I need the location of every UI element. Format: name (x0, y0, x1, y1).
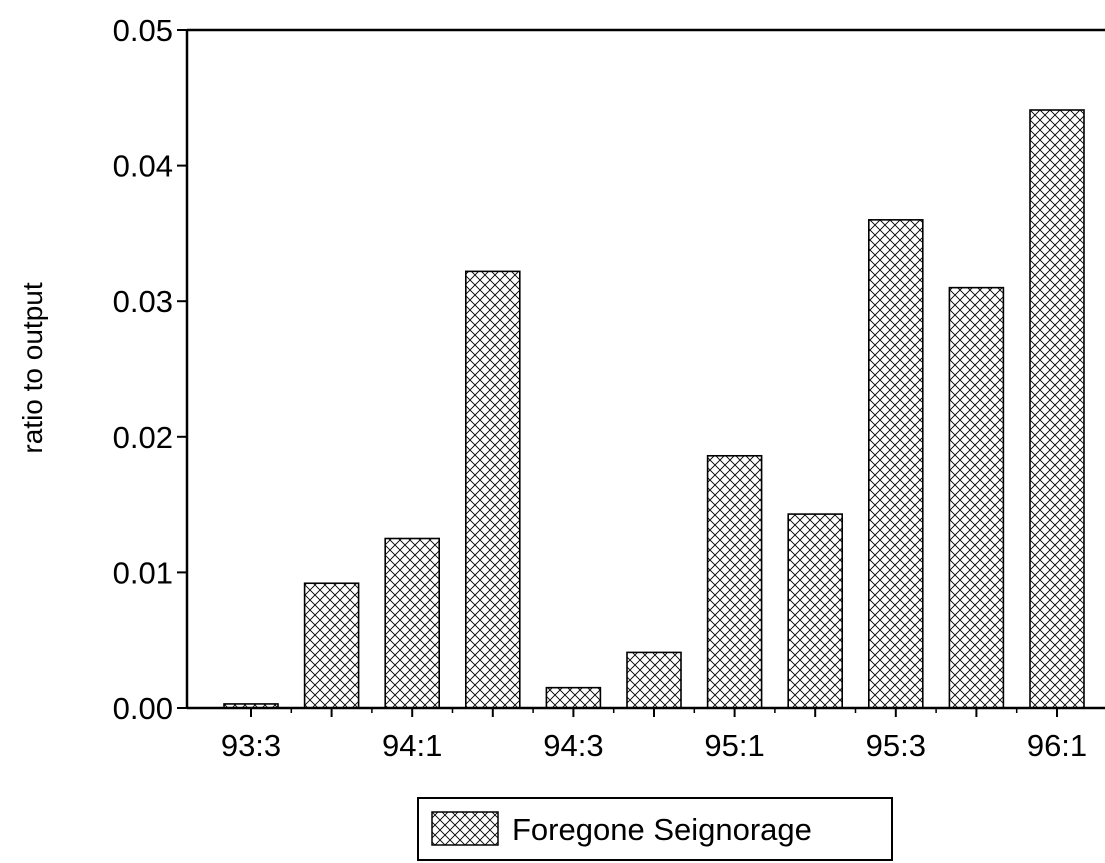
bar-94-2 (464, 270, 521, 709)
bar-95-2 (787, 513, 844, 709)
y-axis-title: ratio to output (17, 282, 48, 453)
bar-95-4 (948, 286, 1005, 709)
bar-93-3 (223, 703, 279, 709)
y-tick-label: 0.05 (113, 13, 173, 48)
y-tick-label: 0.03 (113, 284, 173, 319)
bar-94-1 (384, 537, 441, 709)
bar-95-3 (867, 219, 924, 709)
legend-label: Foregone Seignorage (512, 812, 812, 847)
bar-96-1 (1029, 109, 1085, 709)
y-tick-label: 0.00 (113, 691, 173, 726)
y-axis: 0.00 0.01 0.02 0.03 0.04 0.05 (113, 13, 187, 726)
y-tick-label: 0.04 (113, 149, 173, 184)
x-tick-label: 94:3 (543, 728, 603, 763)
bar-94-4 (626, 651, 682, 709)
bar-95-1 (706, 454, 763, 709)
bar-93-4 (303, 582, 360, 709)
x-tick-label: 95:1 (704, 728, 764, 763)
bars-group (223, 109, 1085, 709)
x-tick-label: 96:1 (1027, 728, 1087, 763)
x-tick-label: 95:3 (866, 728, 926, 763)
x-tick-label: 93:3 (221, 728, 281, 763)
x-tick-label: 94:1 (382, 728, 442, 763)
legend-swatch (431, 811, 499, 846)
x-axis: 93:3 94:1 94:3 95:1 95:3 96:1 (221, 708, 1087, 763)
legend: Foregone Seignorage (417, 797, 893, 861)
y-tick-label: 0.02 (113, 420, 173, 455)
bar-94-3 (545, 686, 602, 709)
y-tick-label: 0.01 (113, 555, 173, 590)
